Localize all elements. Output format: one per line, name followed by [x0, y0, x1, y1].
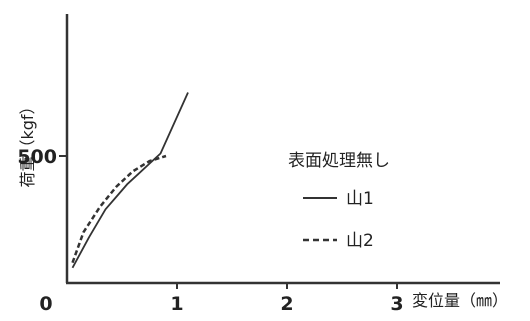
series-line-1 — [71, 92, 189, 269]
y-axis-title: 荷重（kgf） — [18, 98, 37, 187]
x-tick-label: 1 — [170, 293, 183, 315]
y-tick-label: 500 — [17, 146, 57, 168]
x-tick-label: 0 — [39, 293, 52, 315]
x-tick-label: 2 — [280, 293, 293, 315]
plot-area: 0 1 2 3 500 — [17, 92, 404, 315]
x-tick-label: 3 — [390, 293, 403, 315]
x-axis-title: 変位量（㎜） — [412, 291, 508, 310]
legend: 表面処理無し 山1 山2 — [288, 151, 390, 251]
series-line-2 — [71, 154, 167, 264]
legend-label-series-1: 山1 — [346, 189, 374, 209]
legend-label-series-2: 山2 — [346, 231, 374, 251]
legend-title: 表面処理無し — [288, 151, 390, 171]
